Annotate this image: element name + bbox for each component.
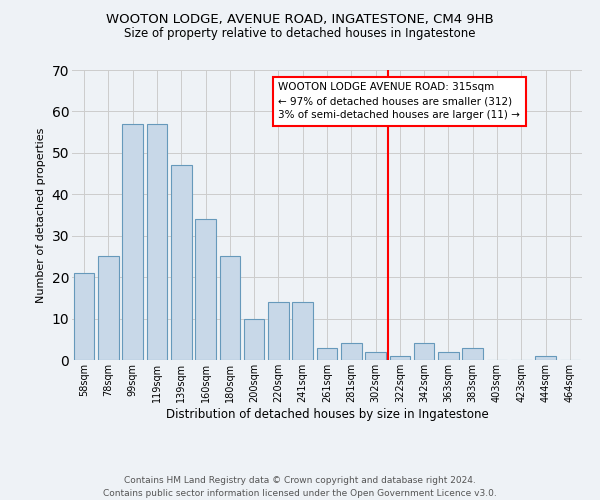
- Bar: [341, 344, 362, 360]
- Y-axis label: Number of detached properties: Number of detached properties: [36, 128, 46, 302]
- Bar: [292, 302, 313, 360]
- Text: WOOTON LODGE, AVENUE ROAD, INGATESTONE, CM4 9HB: WOOTON LODGE, AVENUE ROAD, INGATESTONE, …: [106, 12, 494, 26]
- Bar: [122, 124, 143, 360]
- Bar: [74, 273, 94, 360]
- Bar: [171, 166, 191, 360]
- Text: Contains HM Land Registry data © Crown copyright and database right 2024.
Contai: Contains HM Land Registry data © Crown c…: [103, 476, 497, 498]
- Bar: [535, 356, 556, 360]
- Bar: [268, 302, 289, 360]
- Bar: [365, 352, 386, 360]
- Bar: [146, 124, 167, 360]
- Bar: [414, 344, 434, 360]
- Bar: [98, 256, 119, 360]
- Bar: [317, 348, 337, 360]
- Text: WOOTON LODGE AVENUE ROAD: 315sqm
← 97% of detached houses are smaller (312)
3% o: WOOTON LODGE AVENUE ROAD: 315sqm ← 97% o…: [278, 82, 520, 120]
- X-axis label: Distribution of detached houses by size in Ingatestone: Distribution of detached houses by size …: [166, 408, 488, 420]
- Bar: [463, 348, 483, 360]
- Bar: [389, 356, 410, 360]
- Bar: [244, 318, 265, 360]
- Bar: [220, 256, 240, 360]
- Text: Size of property relative to detached houses in Ingatestone: Size of property relative to detached ho…: [124, 28, 476, 40]
- Bar: [195, 219, 216, 360]
- Bar: [438, 352, 459, 360]
